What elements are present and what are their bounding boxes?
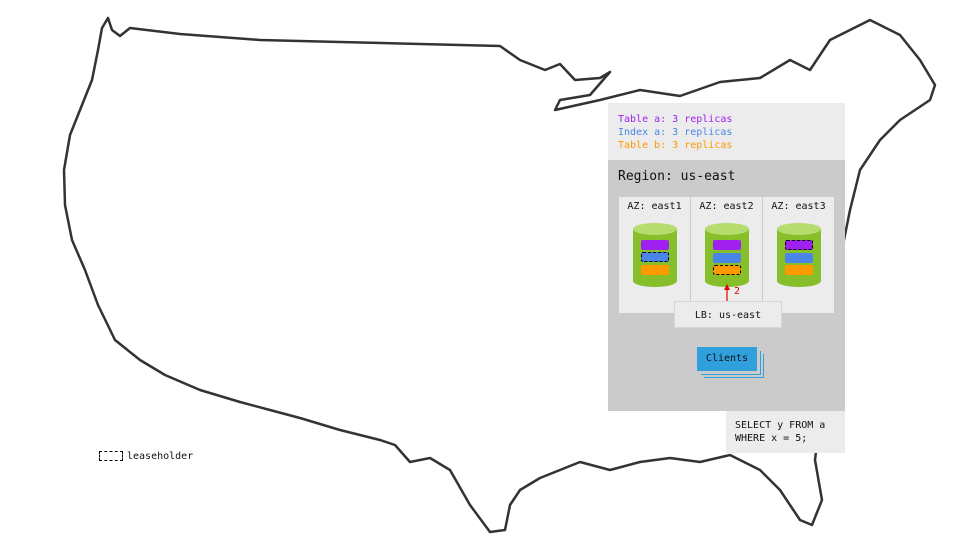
replica-legend: Table a: 3 replicas Index a: 3 replicas … xyxy=(608,103,845,160)
region-us-east: Region: us-east AZ: east1 AZ: east2 AZ: … xyxy=(608,160,845,411)
arrow-icon xyxy=(724,284,730,301)
replica-table-b xyxy=(641,265,669,275)
sql-query: SELECT y FROM a WHERE x = 5; xyxy=(726,411,845,453)
arrow-step-label: 2 xyxy=(734,286,741,297)
az-label: AZ: east1 xyxy=(627,201,682,212)
leaseholder-legend: leaseholder xyxy=(99,451,193,462)
replica-index-a-leaseholder xyxy=(641,252,669,262)
database-node-icon xyxy=(705,223,749,287)
replica-index-a xyxy=(713,253,741,263)
region-title: Region: us-east xyxy=(618,169,736,184)
legend-table-b: Table b: 3 replicas xyxy=(618,140,733,151)
replica-index-a xyxy=(785,253,813,263)
load-balancer: LB: us-east xyxy=(674,301,782,328)
database-node-icon xyxy=(633,223,677,287)
az-label: AZ: east2 xyxy=(699,201,754,212)
replica-table-a-leaseholder xyxy=(785,240,813,250)
az-label: AZ: east3 xyxy=(771,201,826,212)
replica-table-b-leaseholder xyxy=(713,265,741,275)
query-line-2: WHERE x = 5; xyxy=(735,433,808,444)
replica-table-a xyxy=(641,240,669,250)
clients-box: Clients xyxy=(697,347,757,371)
dashed-box-icon xyxy=(99,451,123,461)
database-node-icon xyxy=(777,223,821,287)
az-east1: AZ: east1 xyxy=(619,197,691,313)
leaseholder-legend-label: leaseholder xyxy=(127,451,194,462)
az-east3: AZ: east3 xyxy=(763,197,834,313)
replica-table-a xyxy=(713,240,741,250)
query-line-1: SELECT y FROM a xyxy=(735,420,826,431)
az-east2: AZ: east2 xyxy=(691,197,763,313)
legend-table-a: Table a: 3 replicas xyxy=(618,114,733,125)
replica-table-b xyxy=(785,265,813,275)
legend-index-a: Index a: 3 replicas xyxy=(618,127,733,138)
